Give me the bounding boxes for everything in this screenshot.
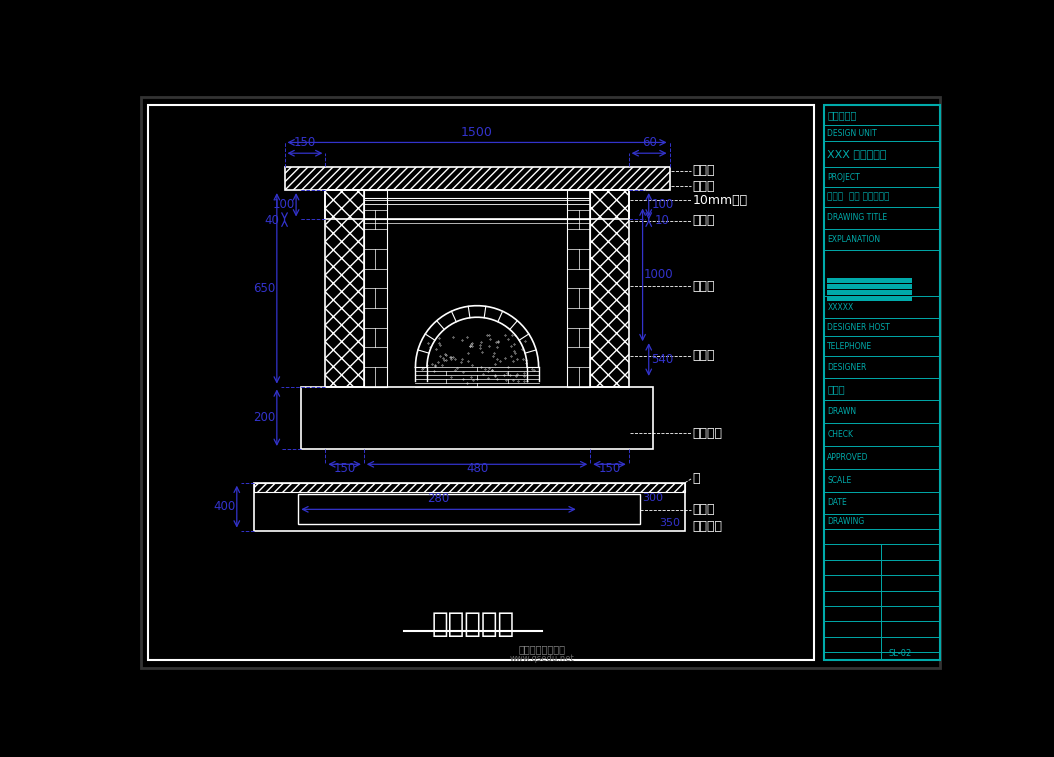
Text: 白色石块: 白色石块 <box>692 427 723 440</box>
Bar <box>567 190 590 387</box>
Text: DATE: DATE <box>827 498 847 507</box>
Text: DESIGNER HOST: DESIGNER HOST <box>827 322 891 332</box>
Text: 装饰板: 装饰板 <box>692 214 715 227</box>
Text: 150: 150 <box>294 136 316 149</box>
Text: 置文革  设计 家居装饰图: 置文革 设计 家居装饰图 <box>827 192 890 201</box>
Bar <box>326 190 364 387</box>
Text: www.qsedu.net: www.qsedu.net <box>510 654 574 663</box>
Text: APPROVED: APPROVED <box>827 453 868 462</box>
Text: CHECK: CHECK <box>827 430 854 439</box>
Text: 10: 10 <box>656 214 670 227</box>
Text: 100: 100 <box>273 198 295 211</box>
Text: SL-02: SL-02 <box>889 650 912 658</box>
Text: 350: 350 <box>660 518 681 528</box>
Text: DRAWING TITLE: DRAWING TITLE <box>827 213 887 223</box>
Bar <box>823 104 940 660</box>
Text: 400: 400 <box>213 500 236 513</box>
Text: SCALE: SCALE <box>827 476 852 485</box>
Text: 280: 280 <box>428 493 450 506</box>
Bar <box>827 297 912 301</box>
Text: 墙: 墙 <box>692 472 700 485</box>
Text: 40: 40 <box>265 214 279 227</box>
Text: 480: 480 <box>466 462 488 475</box>
Text: 装饰板: 装饰板 <box>692 503 715 516</box>
Text: 装饰板: 装饰板 <box>692 180 715 193</box>
Bar <box>827 284 912 288</box>
Text: DESIGN UNIT: DESIGN UNIT <box>827 129 877 138</box>
Text: 650: 650 <box>253 282 276 294</box>
Text: 壁炉施工图: 壁炉施工图 <box>432 609 514 637</box>
Text: 540: 540 <box>651 353 674 366</box>
Text: DRAWN: DRAWN <box>827 407 857 416</box>
Text: 300: 300 <box>643 493 664 503</box>
Bar <box>285 167 669 190</box>
Text: 1000: 1000 <box>643 269 672 282</box>
Bar <box>254 483 685 531</box>
Text: PROJECT: PROJECT <box>827 173 860 182</box>
Text: 耐火砖: 耐火砖 <box>692 349 715 362</box>
Bar <box>254 483 685 492</box>
Bar <box>300 387 653 449</box>
Bar <box>827 278 912 282</box>
Bar <box>590 190 629 387</box>
Text: XXX 精品大户室: XXX 精品大户室 <box>827 149 886 159</box>
Text: 1500: 1500 <box>461 126 493 139</box>
Text: 150: 150 <box>599 462 621 475</box>
Text: XXXXX: XXXXX <box>827 303 854 312</box>
Bar <box>827 290 912 295</box>
Text: 典引装饰图: 典引装饰图 <box>827 111 857 120</box>
Text: 150: 150 <box>333 462 355 475</box>
Text: 白色石块: 白色石块 <box>692 520 723 533</box>
Text: 齐生设计职业学校: 齐生设计职业学校 <box>519 644 566 654</box>
Text: 起源道: 起源道 <box>827 384 845 394</box>
Text: 200: 200 <box>253 411 276 424</box>
Text: 耐火砖: 耐火砖 <box>692 280 715 293</box>
Text: DESIGNER: DESIGNER <box>827 363 866 372</box>
Text: 100: 100 <box>651 198 674 211</box>
Text: 装饰板: 装饰板 <box>692 164 715 177</box>
Bar <box>298 494 640 525</box>
Text: 10mm拉缝: 10mm拉缝 <box>692 194 747 207</box>
Text: DRAWING: DRAWING <box>827 517 864 526</box>
Bar <box>326 190 629 220</box>
Text: 60: 60 <box>642 136 657 149</box>
Text: EXPLANATION: EXPLANATION <box>827 235 880 244</box>
Bar <box>149 104 815 660</box>
Text: TELEPHONE: TELEPHONE <box>827 342 873 351</box>
Bar <box>364 190 387 387</box>
